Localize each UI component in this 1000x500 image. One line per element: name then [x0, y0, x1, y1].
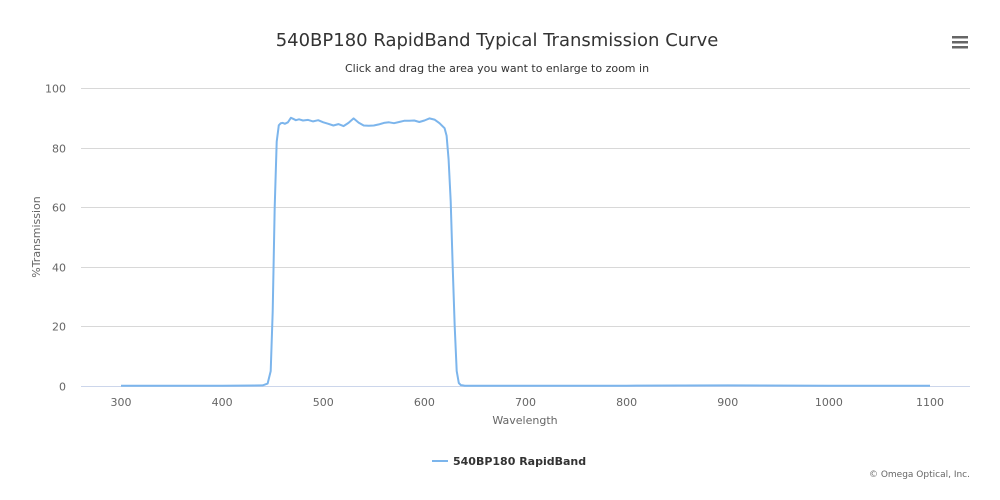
chart-title: 540BP180 RapidBand Typical Transmission …	[276, 30, 719, 51]
y-axis-title: %Transmission	[30, 196, 43, 278]
legend-item-label[interactable]: 540BP180 RapidBand	[453, 455, 586, 468]
x-tick-label: 600	[414, 396, 435, 409]
grid-lines	[81, 88, 970, 327]
y-tick-label: 40	[52, 262, 66, 275]
x-tick-label: 700	[515, 396, 536, 409]
y-tick-label: 20	[52, 321, 66, 334]
x-tick-label: 500	[313, 396, 334, 409]
series-line-0[interactable]	[121, 116, 930, 387]
x-tick-label: 300	[111, 396, 132, 409]
hamburger-menu-icon[interactable]	[948, 32, 972, 52]
x-tick-label: 800	[616, 396, 637, 409]
legend[interactable]: 540BP180 RapidBand	[432, 455, 586, 468]
credit-text[interactable]: © Omega Optical, Inc.	[869, 470, 970, 480]
y-axis-ticks: 0 20 40 60 80 100	[45, 83, 66, 394]
y-tick-label: 80	[52, 143, 66, 156]
y-tick-label: 60	[52, 202, 66, 215]
y-tick-label: 100	[45, 83, 66, 96]
x-tick-label: 1000	[815, 396, 843, 409]
x-axis-ticks: 300 400 500 600 700 800 900 1000 1100	[111, 396, 945, 409]
x-axis-title: Wavelength	[492, 414, 557, 427]
y-tick-label: 0	[59, 381, 66, 394]
x-tick-label: 900	[717, 396, 738, 409]
chart-subtitle: Click and drag the area you want to enla…	[345, 62, 649, 75]
x-tick-label: 1100	[916, 396, 944, 409]
x-tick-label: 400	[212, 396, 233, 409]
plot-area[interactable]	[121, 116, 930, 387]
